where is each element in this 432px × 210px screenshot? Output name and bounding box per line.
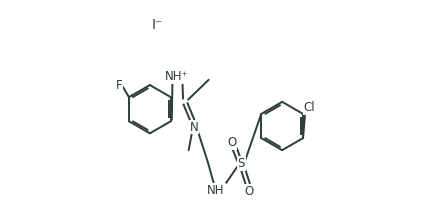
Text: NH⁺: NH⁺ — [165, 70, 189, 83]
Text: NH: NH — [207, 184, 225, 197]
Text: I⁻: I⁻ — [152, 18, 163, 32]
Text: F: F — [116, 79, 122, 92]
Text: O: O — [227, 136, 236, 149]
Text: O: O — [244, 185, 253, 198]
Text: Cl: Cl — [304, 101, 315, 114]
Text: S: S — [238, 157, 245, 170]
Text: N: N — [190, 121, 198, 134]
